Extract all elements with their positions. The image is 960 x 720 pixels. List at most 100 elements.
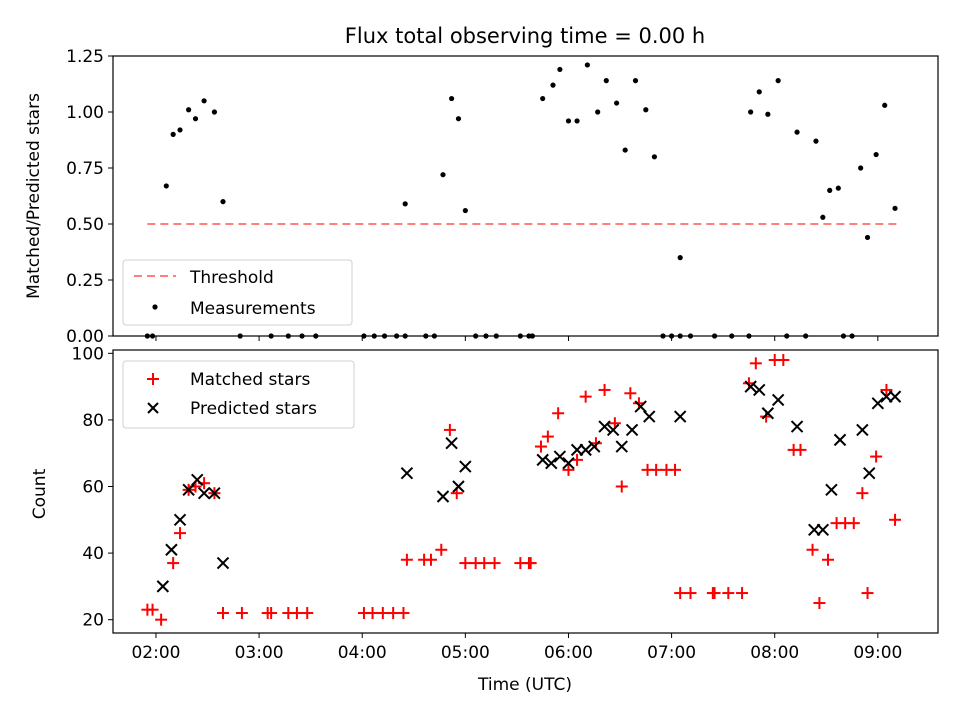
predicted-star-point — [452, 480, 465, 493]
matched-star-point — [400, 553, 413, 566]
predicted-star-point — [816, 523, 830, 536]
measurement-point — [892, 205, 898, 211]
matched-star-point — [478, 557, 491, 570]
matched-star-point — [435, 543, 448, 556]
legend-matched-label: Matched stars — [190, 370, 310, 390]
x-axis-label: Time (UTC) — [477, 675, 572, 695]
measurement-point — [170, 131, 176, 137]
measurement-point — [613, 100, 620, 106]
predicted-star-point — [156, 580, 170, 593]
predicted-star-point — [588, 440, 601, 453]
legend-matched-swatch — [147, 373, 159, 385]
legend-predicted-swatch — [147, 402, 159, 414]
bottom-axes-frame — [112, 349, 939, 634]
predicted-star-point — [761, 407, 775, 420]
matched-star-point — [806, 543, 819, 556]
top-legend: Threshold Measurements — [122, 259, 353, 326]
predicted-star-point — [771, 393, 785, 407]
measurement-point — [201, 98, 207, 104]
y-tick-label: 80 — [82, 411, 104, 431]
matched-star-point — [155, 613, 168, 626]
predicted-star-point — [182, 483, 195, 497]
top-y-axis-label: Matched/Predicted stars — [24, 93, 44, 299]
bottom-y-axis: 20 40 60 80 100 — [72, 344, 113, 631]
predicted-star-point — [833, 433, 847, 447]
matched-star-point — [794, 443, 807, 456]
measurement-point — [550, 82, 556, 88]
predicted-star-point — [545, 456, 558, 470]
matched-star-point — [552, 407, 565, 420]
y-tick-label: 0.75 — [66, 159, 104, 179]
measurement-point — [882, 102, 888, 108]
matched-star-point — [387, 607, 400, 620]
x-tick-label: 04:00 — [338, 643, 387, 663]
predicted-star-point — [753, 383, 766, 397]
measurement-point — [455, 116, 462, 122]
measurement-point — [440, 172, 446, 178]
predicted-star-point — [606, 423, 620, 437]
measurement-point — [820, 214, 826, 220]
measurement-point — [462, 207, 468, 214]
measurement-point — [402, 201, 408, 207]
y-tick-label: 20 — [82, 611, 104, 631]
matched-star-point — [624, 387, 637, 400]
matched-star-point — [880, 383, 893, 396]
legend-threshold-label: Threshold — [189, 268, 274, 288]
predicted-star-point — [634, 400, 647, 413]
y-tick-label: 0.25 — [66, 271, 104, 291]
matched-star-point — [235, 607, 248, 620]
matched-star-point — [889, 513, 902, 526]
matched-star-point — [749, 357, 762, 370]
matched-star-point — [397, 607, 410, 620]
y-tick-label: 40 — [82, 544, 104, 564]
matched-star-point — [870, 450, 883, 463]
measurement-point — [192, 116, 199, 122]
predicted-star-point — [562, 456, 575, 470]
matched-star-point — [174, 527, 187, 540]
measurement-point — [873, 151, 879, 158]
chart-title: Flux total observing time = 0.00 h — [345, 24, 705, 48]
measurement-point — [677, 255, 683, 261]
bottom-x-axis: 02:00 03:00 04:00 05:00 06:00 07:00 08:00 09:00 — [131, 633, 902, 663]
measurement-point — [748, 109, 754, 115]
measurement-point — [448, 95, 455, 102]
matched-star-point — [708, 587, 721, 600]
predicted-star-point — [208, 486, 221, 500]
predicted-star-point — [173, 513, 187, 527]
measurement-point — [574, 118, 580, 124]
predicted-star-point — [459, 460, 472, 473]
matched-star-point — [376, 607, 389, 620]
x-tick-label: 06:00 — [544, 643, 593, 663]
predicted-star-point — [863, 466, 876, 480]
predicted-star-point — [790, 420, 804, 433]
y-tick-label: 1.00 — [66, 103, 104, 123]
measurement-point — [794, 129, 800, 135]
matched-star-point — [615, 480, 628, 493]
legend-measurements-swatch — [152, 304, 158, 310]
x-tick-label: 09:00 — [853, 643, 902, 663]
measurement-point — [220, 199, 226, 205]
predicted-star-point — [216, 556, 230, 570]
matched-star-point — [146, 603, 159, 616]
measurement-point — [557, 66, 563, 73]
top-axes-frame — [112, 55, 939, 337]
predicted-star-point — [615, 440, 628, 453]
predicted-star-point — [165, 543, 178, 556]
matched-star-point — [488, 557, 501, 570]
predicted-star-point — [536, 453, 549, 467]
top-y-axis: 0.00 0.25 0.50 0.75 1.00 1.25 — [66, 47, 113, 347]
matched-star-point — [736, 587, 749, 600]
matched-star-point — [598, 383, 611, 396]
x-tick-label: 08:00 — [750, 643, 799, 663]
predicted-star-point — [856, 423, 869, 437]
matched-star-point — [366, 607, 379, 620]
legend-measurements-label: Measurements — [190, 299, 316, 319]
matched-star-point — [424, 553, 437, 566]
matched-star-point — [459, 557, 472, 570]
predicted-star-point — [888, 390, 902, 403]
predicted-star-point — [400, 466, 414, 480]
matched-star-point — [861, 587, 874, 600]
measurement-point — [584, 62, 590, 68]
matched-star-point — [290, 607, 303, 620]
